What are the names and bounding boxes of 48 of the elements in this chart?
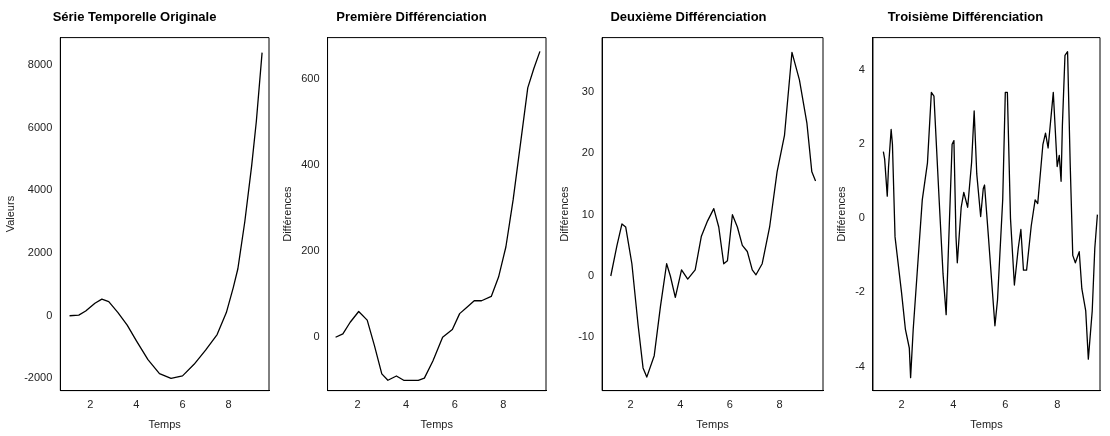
y-tick-label: -2 [855, 285, 865, 298]
y-axis-title: Différences [280, 185, 293, 242]
x-tick-label: 8 [225, 398, 232, 411]
y-tick-label: 0 [858, 211, 865, 224]
y-tick-label: 4 [858, 63, 865, 76]
x-tick-label: 2 [627, 398, 634, 411]
y-axis-title: Valeurs [3, 195, 16, 233]
x-tick-label: 6 [1002, 398, 1009, 411]
y-axis-title: Différences [557, 185, 570, 242]
x-tick-label: 8 [776, 398, 783, 411]
y-tick-label: 0 [46, 308, 53, 321]
y-tick-label: 8000 [27, 58, 53, 71]
y-tick-label: 2 [858, 137, 865, 150]
y-tick-label: 20 [581, 146, 595, 159]
y-tick-label: 4000 [27, 183, 53, 196]
x-tick-label: 2 [87, 398, 94, 411]
x-tick-label: 8 [500, 398, 507, 411]
x-tick-label: 2 [354, 398, 361, 411]
x-tick-label: 6 [179, 398, 186, 411]
y-tick-label: -10 [578, 330, 595, 343]
chart-title: Troisième Différenciation [887, 9, 1044, 25]
y-tick-label: -2000 [24, 371, 53, 384]
chart-title: Deuxième Différenciation [610, 9, 767, 25]
y-tick-label: 10 [581, 207, 595, 220]
y-tick-label: 200 [301, 244, 320, 257]
x-axis-title: Temps [420, 418, 454, 431]
y-axis-title: Différences [834, 185, 847, 242]
chart-title: Série Temporelle Originale [52, 9, 217, 25]
y-tick-label: 2000 [27, 246, 53, 259]
x-axis-title: Temps [970, 418, 1004, 431]
x-tick-label: 8 [1054, 398, 1061, 411]
x-tick-label: 4 [403, 398, 410, 411]
x-tick-label: 2 [898, 398, 905, 411]
y-tick-label: 30 [581, 85, 595, 98]
y-tick-label: 400 [301, 158, 320, 171]
x-tick-label: 6 [726, 398, 733, 411]
x-tick-label: 6 [451, 398, 458, 411]
x-tick-label: 4 [950, 398, 957, 411]
y-tick-label: 6000 [27, 120, 53, 133]
y-tick-label: 0 [587, 269, 595, 282]
x-tick-label: 4 [133, 398, 140, 411]
x-axis-title: Temps [696, 418, 730, 431]
y-tick-label: -4 [855, 359, 865, 372]
y-tick-label: 600 [301, 72, 320, 85]
y-tick-label: 0 [313, 330, 320, 343]
chart-title: Première Différenciation [336, 9, 487, 25]
x-axis-title: Temps [148, 418, 182, 431]
x-tick-label: 4 [677, 398, 684, 411]
